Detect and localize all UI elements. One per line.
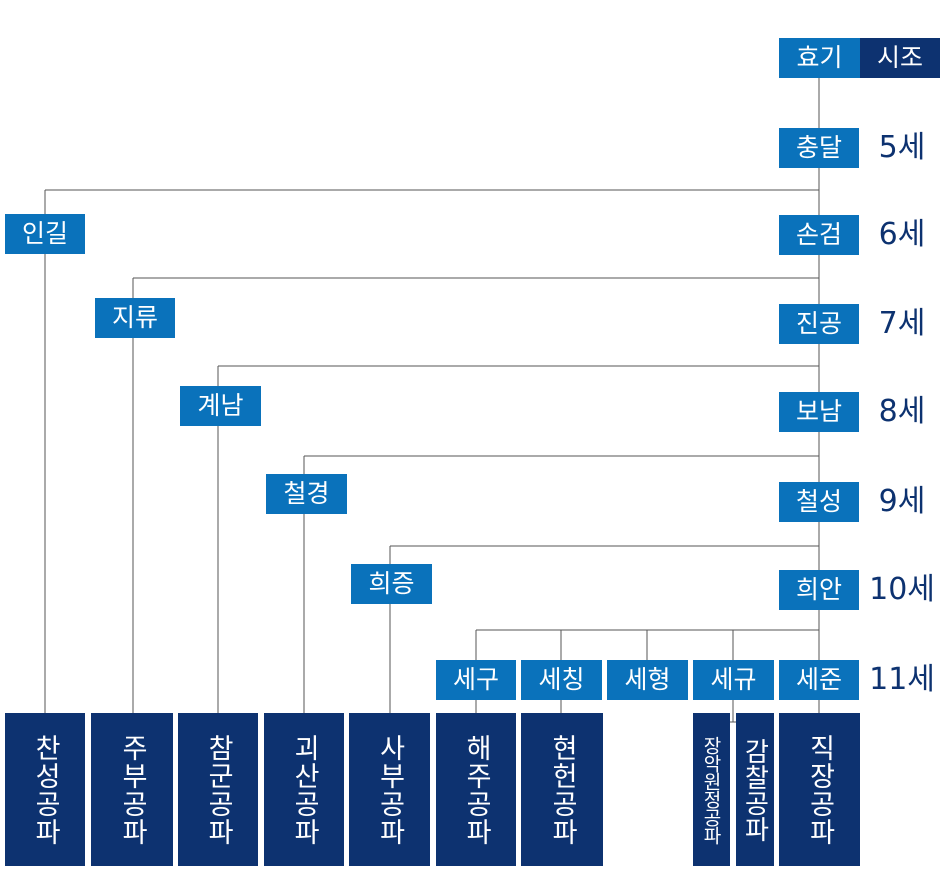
sibling-node-4: 세규	[693, 660, 774, 700]
sibling-node-3: 세형	[607, 660, 688, 700]
side-node-4: 철경	[266, 474, 347, 514]
sibling-node-2: 세칭	[521, 660, 602, 700]
branch-box-4: 괴산공파	[264, 713, 344, 866]
branch-box-6: 해주공파	[436, 713, 516, 866]
gen-label-9: 9세	[878, 484, 926, 519]
gen-label-10: 10세	[869, 572, 935, 607]
branch-box-10: 직장공파	[779, 713, 860, 866]
sibling-node-1: 세구	[436, 660, 516, 700]
gen-label-8: 8세	[878, 394, 926, 429]
branch-box-3: 참군공파	[178, 713, 258, 866]
main-node-8: 보남	[779, 392, 859, 432]
branch-box-7: 현헌공파	[521, 713, 603, 866]
branch-box-1: 찬성공파	[5, 713, 85, 866]
main-node-7: 진공	[779, 304, 859, 344]
main-node-5: 충달	[779, 128, 859, 168]
side-node-2: 지류	[95, 298, 175, 338]
branch-box-5: 사부공파	[349, 713, 430, 866]
gen-label-5: 5세	[878, 130, 926, 165]
branch-box-9: 감찰공파	[736, 713, 774, 866]
main-node-9: 철성	[779, 482, 859, 522]
title-second: 시조	[860, 38, 940, 78]
branch-box-2: 주부공파	[91, 713, 173, 866]
gen-label-6: 6세	[878, 217, 926, 252]
main-node-6: 손검	[779, 215, 859, 255]
main-node-11: 세준	[779, 660, 859, 700]
side-node-3: 계남	[180, 386, 261, 426]
gen-label-7: 7세	[878, 306, 926, 341]
gen-label-11: 11세	[869, 662, 935, 697]
side-node-5: 희증	[351, 564, 432, 604]
main-node-10: 희안	[779, 570, 859, 610]
branch-box-8: 장악원정공파	[693, 713, 730, 866]
title-first: 효기	[779, 38, 860, 78]
side-node-1: 인길	[5, 214, 85, 254]
